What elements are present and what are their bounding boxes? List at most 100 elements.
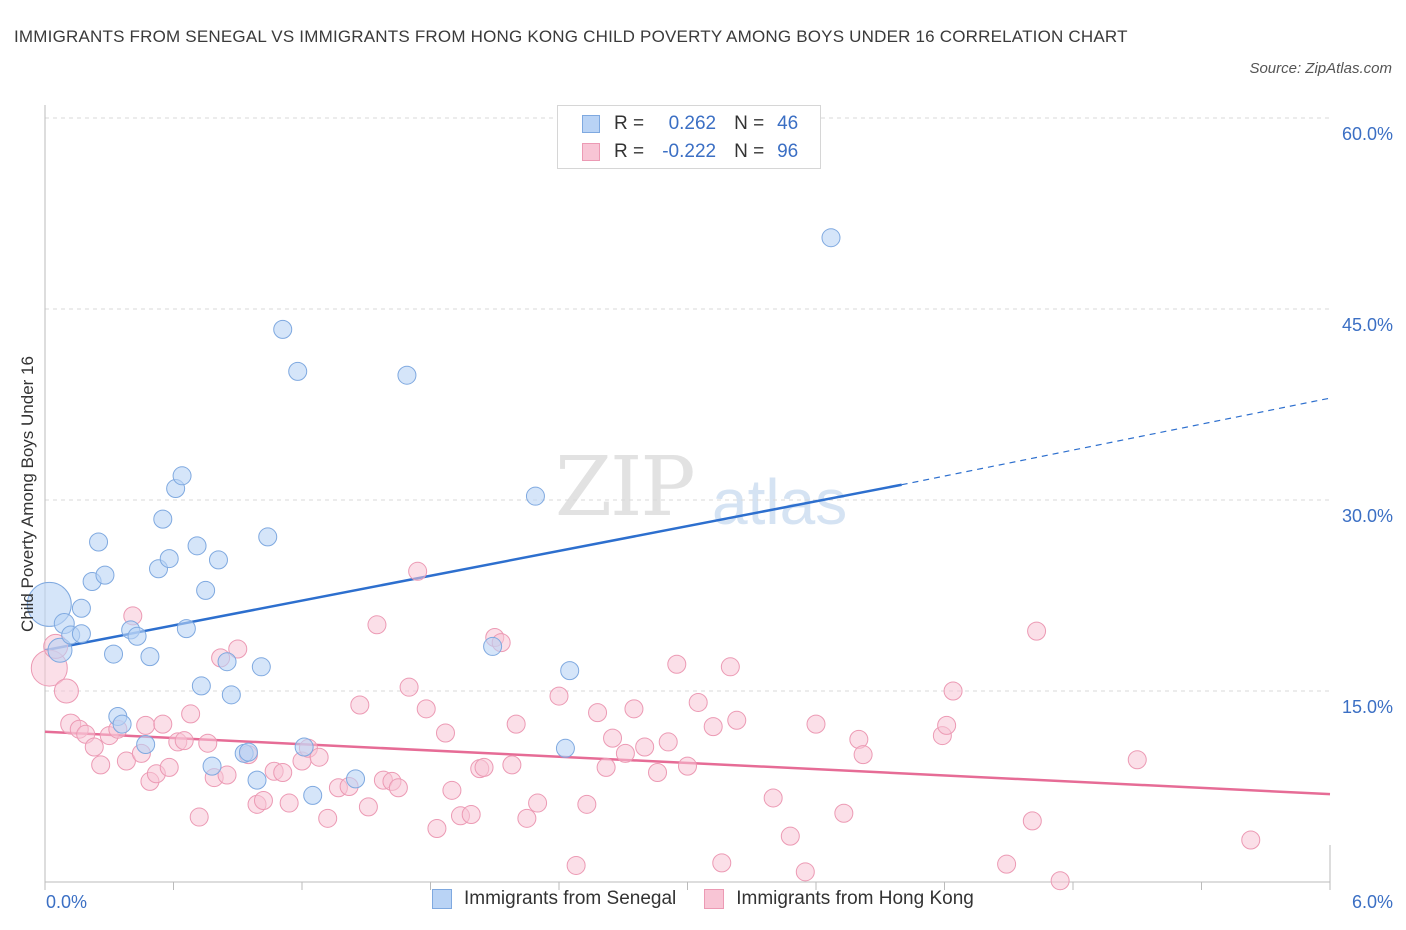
senegal-point	[303, 785, 323, 805]
hongkong-point	[228, 639, 248, 659]
senegal-point	[112, 714, 132, 734]
senegal-point	[159, 549, 179, 569]
senegal-legend-icon	[432, 889, 452, 909]
senegal-point	[104, 644, 124, 664]
y-tick-label: 30.0%	[1342, 506, 1393, 526]
hongkong-point	[153, 714, 173, 734]
r-value: 0.262	[668, 113, 717, 134]
senegal-point	[821, 228, 841, 248]
senegal-point	[176, 619, 196, 639]
series-legend: Immigrants from Senegal Immigrants from …	[432, 888, 1002, 910]
senegal-point	[95, 565, 115, 585]
hongkong-point	[309, 747, 329, 767]
trend-lines	[44, 397, 1331, 796]
hongkong-point	[435, 723, 455, 743]
hongkong-point	[136, 715, 156, 735]
hongkong-point	[399, 677, 419, 697]
senegal-point	[89, 532, 109, 552]
hongkong-point	[624, 699, 644, 719]
hongkong-point	[273, 762, 293, 782]
hongkong-point	[1127, 750, 1147, 770]
hongkong-point	[181, 704, 201, 724]
y-tick-label: 45.0%	[1342, 315, 1393, 335]
senegal-point	[191, 676, 211, 696]
hongkong-point	[517, 808, 537, 828]
hongkong-point	[780, 826, 800, 846]
hongkong-point	[712, 853, 732, 873]
hongkong-point	[997, 854, 1017, 874]
hongkong-point	[461, 805, 481, 825]
hongkong-point	[189, 807, 209, 827]
hongkong-point	[217, 765, 237, 785]
hongkong-point	[358, 797, 378, 817]
hongkong-point	[408, 561, 428, 581]
hongkong-point	[937, 715, 957, 735]
senegal-point	[140, 647, 160, 667]
hongkong-point	[1022, 811, 1042, 831]
senegal-point	[71, 624, 91, 644]
hongkong-point	[658, 732, 678, 752]
legend-item-hongkong: Immigrants from Hong Kong	[704, 888, 974, 910]
hongkong-point	[806, 714, 826, 734]
n-label: N =	[734, 141, 765, 162]
watermark-atlas: atlas	[712, 466, 848, 538]
senegal-point	[153, 509, 173, 529]
hongkong-point	[528, 793, 548, 813]
chart-title: IMMIGRANTS FROM SENEGAL VS IMMIGRANTS FR…	[14, 27, 1128, 46]
hongkong-point	[943, 681, 963, 701]
hongkong-point	[678, 756, 697, 776]
hongkong-point	[416, 699, 436, 719]
hongkong-point	[566, 855, 586, 875]
senegal-point	[525, 486, 545, 506]
hongkong-point	[91, 755, 111, 775]
legend-item-senegal: Immigrants from Senegal	[432, 888, 676, 910]
hongkong-point	[1241, 830, 1261, 850]
hongkong-point	[84, 737, 104, 757]
hongkong-point	[635, 737, 655, 757]
senegal-point	[172, 466, 192, 486]
senegal-point	[273, 319, 293, 339]
source-label: Source: ZipAtlas.com	[1249, 60, 1392, 77]
senegal-trend-extension	[901, 397, 1331, 486]
hongkong-point	[834, 803, 854, 823]
x-tick-label: 0.0%	[46, 892, 87, 912]
hongkong-point	[1027, 621, 1047, 641]
hongkong-point	[688, 692, 708, 712]
legend-label-hongkong: Immigrants from Hong Kong	[736, 888, 974, 909]
hongkong-point	[703, 717, 723, 737]
senegal-point	[247, 770, 267, 790]
senegal-point	[483, 636, 503, 656]
r-label: R =	[614, 113, 645, 134]
senegal-point	[208, 550, 228, 570]
hongkong-point	[350, 695, 370, 715]
senegal-point	[187, 536, 207, 556]
hongkong-point	[596, 757, 616, 777]
senegal-point	[202, 756, 222, 776]
senegal-point	[258, 527, 278, 547]
senegal-point	[238, 742, 258, 762]
hongkong-point	[549, 686, 569, 706]
hongkong-point	[667, 654, 687, 674]
senegal-point	[346, 769, 366, 789]
hongkong-point	[474, 757, 494, 777]
hongkong-point	[577, 794, 597, 814]
x-tick-label: 6.0%	[1352, 892, 1393, 912]
hongkong-point	[367, 615, 387, 635]
hongkong-point	[279, 793, 299, 813]
r-value: -0.222	[662, 141, 717, 162]
y-tick-label: 60.0%	[1342, 124, 1393, 144]
hongkong-point	[427, 819, 447, 839]
senegal-point	[196, 580, 216, 600]
legend-row-senegal: R = 0.262 N = 46	[582, 110, 798, 138]
hongkong-point	[159, 757, 179, 777]
n-value: 46	[777, 113, 799, 134]
n-label: N =	[734, 113, 765, 134]
hongkong-point	[603, 728, 623, 748]
senegal-point	[251, 657, 271, 677]
hongkong-point	[198, 733, 218, 753]
hongkong-point	[174, 731, 194, 751]
r-label: R =	[614, 141, 645, 162]
n-value: 96	[777, 141, 799, 162]
hongkong-point	[116, 751, 136, 771]
hongkong-point	[53, 678, 79, 704]
